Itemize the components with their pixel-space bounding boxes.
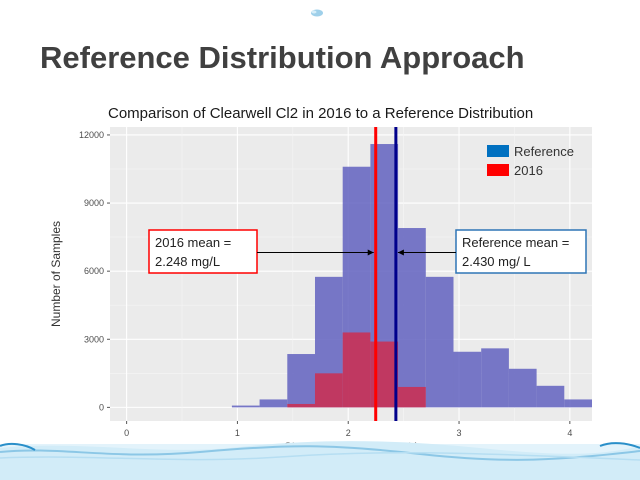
y-tick-label: 0 [99, 402, 104, 412]
legend-label-reference: Reference [514, 144, 574, 159]
y-tick-label: 9000 [84, 198, 104, 208]
bar-reference [231, 405, 260, 408]
y-axis-label: Number of Samples [49, 221, 63, 327]
bar-reference [453, 351, 482, 408]
bar-2016 [314, 373, 343, 408]
annotation-line2: 2.248 mg/L [155, 254, 220, 269]
bar-reference [425, 276, 454, 408]
annotation-arrowhead [397, 249, 404, 256]
legend-swatch-reference [487, 145, 509, 157]
legend: Reference 2016 [487, 144, 574, 178]
x-tick-label: 2 [346, 428, 351, 438]
annotations: 2016 mean = 2.248 mg/L Reference mean = 2.4… [148, 229, 587, 274]
bar-2016 [398, 386, 426, 408]
y-tick-label: 6000 [84, 266, 104, 276]
slide-title: Reference Distribution Approach [40, 40, 525, 75]
bar-reference [398, 228, 426, 408]
annotation-line2: 2.430 mg/ L [462, 254, 531, 269]
x-tick-label: 4 [567, 428, 572, 438]
annotation-box [455, 229, 587, 274]
annotation-line1: 2016 mean = [155, 235, 231, 250]
bar-reference [508, 368, 537, 408]
bar-reference [259, 399, 288, 408]
annotation-box [148, 229, 258, 274]
footer-wave-decoration [0, 441, 640, 480]
bar-reference [564, 399, 592, 408]
bar-reference [481, 348, 509, 408]
mean-lines [374, 127, 398, 421]
annotation-arrowhead [367, 249, 374, 256]
logo-drop-icon [311, 9, 323, 17]
x-tick-label: 0 [124, 428, 129, 438]
axes: 0 3000 6000 9000 12000 0 1 2 3 4 [79, 130, 572, 438]
bar-reference [536, 385, 565, 408]
chart-title: Comparison of Clearwell Cl2 in 2016 to a… [108, 105, 534, 122]
legend-swatch-2016 [487, 164, 509, 176]
legend-label-2016: 2016 [514, 163, 543, 178]
y-tick-label: 3000 [84, 334, 104, 344]
x-tick-label: 1 [235, 428, 240, 438]
x-tick-label: 3 [457, 428, 462, 438]
bar-2016 [287, 403, 315, 408]
annotation-line1: Reference mean = [462, 235, 569, 250]
y-tick-label: 12000 [79, 130, 104, 140]
bar-reference [287, 354, 315, 408]
bar-2016 [342, 332, 371, 408]
